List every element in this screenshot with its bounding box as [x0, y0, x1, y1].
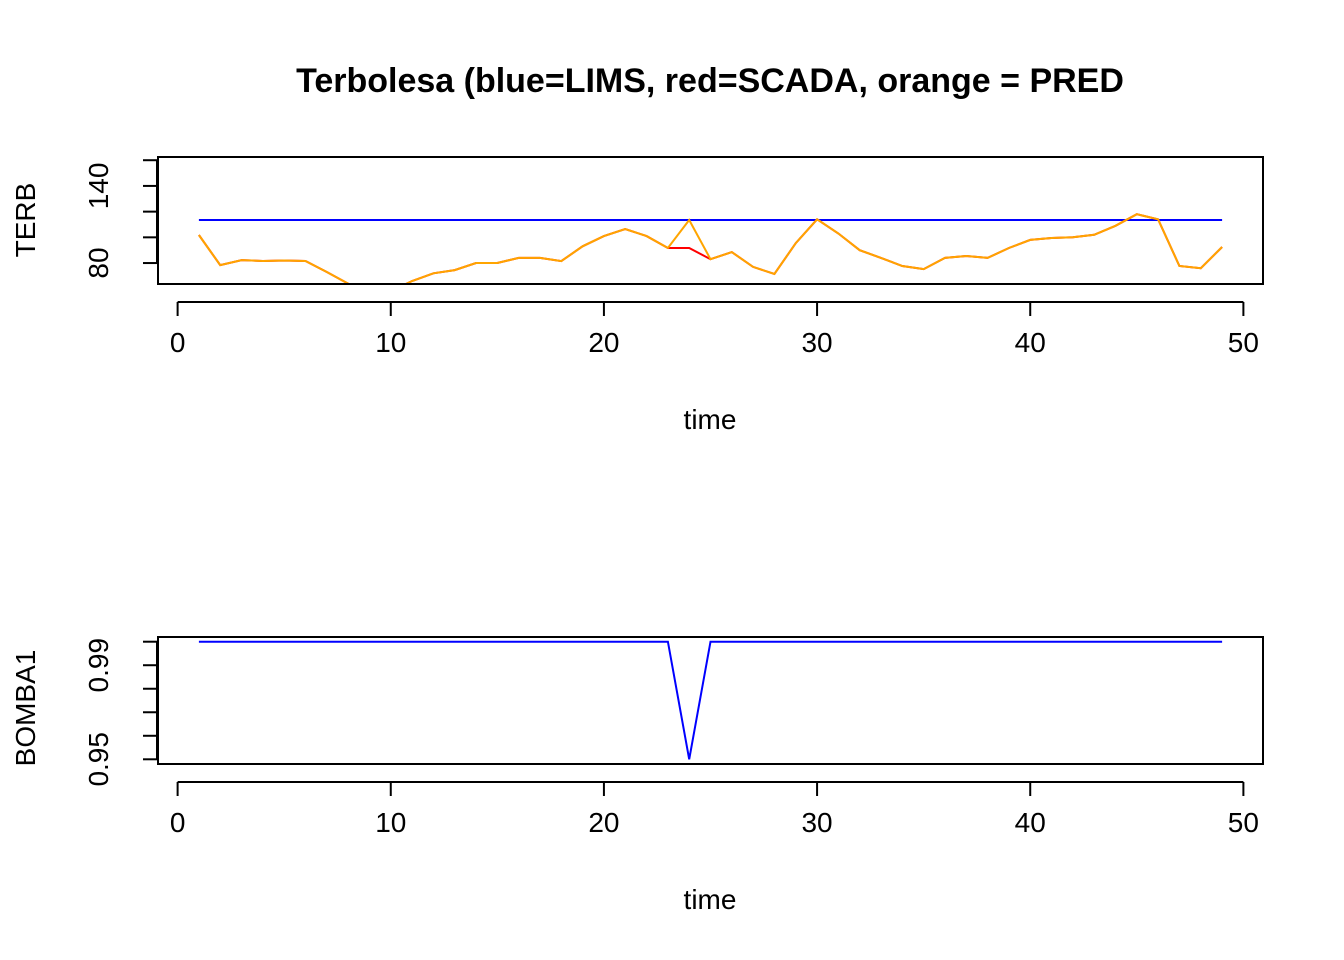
terb-panel: time TERB 0 10 20 30 40 50 80 140	[10, 156, 1264, 435]
bomba1-series-bomba1	[198, 640, 1223, 760]
chart-title: Terbolesa (blue=LIMS, red=SCADA, orange …	[296, 62, 1124, 100]
terb-x-tick-label: 30	[801, 327, 832, 358]
terb-x-tick-label: 10	[375, 327, 406, 358]
terb-x-tick-label: 20	[588, 327, 619, 358]
bomba1-x-tick-label: 40	[1015, 807, 1046, 838]
bomba1-x-tick-label: 20	[588, 807, 619, 838]
terb-series-pred	[198, 213, 1223, 284]
bomba1-plot-frame	[157, 636, 1264, 765]
terb-ylabel: TERB	[10, 183, 41, 258]
terb-y-tick-label: 140	[83, 163, 114, 210]
terb-x-tick-label: 50	[1228, 327, 1259, 358]
terb-x-tick-label: 0	[170, 327, 186, 358]
bomba1-x-tick-label: 10	[375, 807, 406, 838]
bomba1-panel: time BOMBA1 0 10 20 30 40 50 0.95 0.99	[10, 636, 1264, 915]
bomba1-y-tick-label: 0.99	[83, 638, 114, 693]
bomba1-ylabel: BOMBA1	[10, 650, 41, 767]
bomba1-y-tick-label: 0.95	[83, 732, 114, 787]
bomba1-x-tick-label: 0	[170, 807, 186, 838]
bomba1-x-tick-label: 50	[1228, 807, 1259, 838]
terb-xlabel: time	[684, 404, 737, 435]
bomba1-xlabel: time	[684, 884, 737, 915]
terb-y-tick-label: 80	[83, 247, 114, 278]
terb-x-tick-label: 40	[1015, 327, 1046, 358]
bomba1-x-tick-label: 30	[801, 807, 832, 838]
